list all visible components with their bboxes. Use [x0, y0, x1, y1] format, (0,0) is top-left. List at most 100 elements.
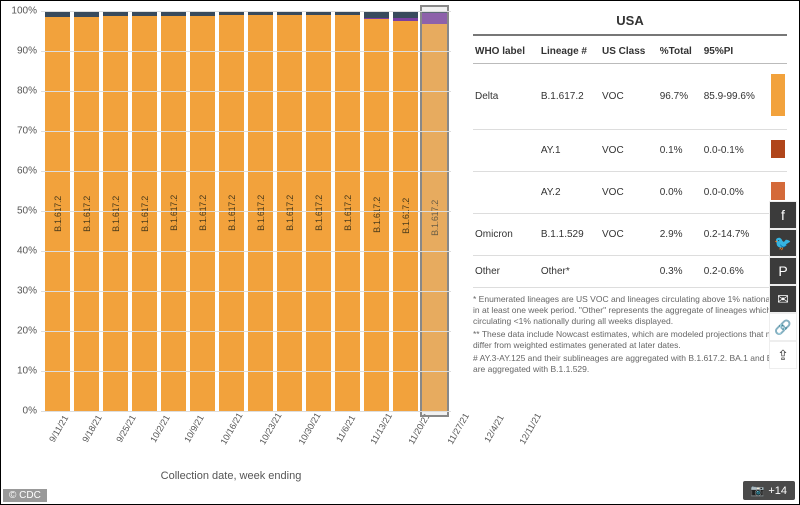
- x-tick-label: 11/6/21: [334, 413, 357, 443]
- bar-segment-omicron: [364, 18, 389, 19]
- table-row: AY.1VOC0.1%0.0-0.1%: [473, 130, 787, 172]
- footnote-3: # AY.3-AY.125 and their sublineages are …: [473, 353, 787, 375]
- y-tick-label: 30%: [5, 286, 41, 297]
- swatch-cell: [769, 130, 787, 172]
- bar-segment-omicron: [393, 18, 418, 21]
- table-cell: B.1.1.529: [539, 214, 600, 256]
- y-tick-label: 70%: [5, 126, 41, 137]
- table-cell: [600, 256, 658, 288]
- gridline: [41, 131, 451, 132]
- y-tick-label: 50%: [5, 206, 41, 217]
- table-cell: Omicron: [473, 214, 539, 256]
- y-tick-label: 90%: [5, 46, 41, 57]
- gridline: [41, 91, 451, 92]
- figure-frame: B.1.617.2 B.1.617.2 B.1.617.2 B.1.617.2 B.1.…: [0, 0, 800, 505]
- table-row: DeltaB.1.617.2VOC96.7%85.9-99.6%: [473, 64, 787, 130]
- pinterest-icon[interactable]: P: [769, 257, 797, 285]
- bar-inner-label: B.1.617.2: [198, 195, 208, 231]
- table-cell: VOC: [600, 64, 658, 130]
- table-cell: 2.9%: [658, 214, 702, 256]
- gridline: [41, 371, 451, 372]
- table-cell: 0.2-0.6%: [702, 256, 769, 288]
- bar-inner-label: B.1.617.2: [256, 195, 266, 231]
- table-col-header: US Class: [600, 40, 658, 64]
- bar-segment-delta: B.1.617.2: [74, 17, 99, 411]
- table-cell: VOC: [600, 214, 658, 256]
- x-tick-label: 10/23/21: [257, 411, 283, 446]
- color-swatch: [771, 74, 785, 116]
- bar-segment-delta: B.1.617.2: [277, 15, 302, 411]
- x-tick-label: 11/20/21: [407, 411, 433, 446]
- twitter-icon[interactable]: 🐦: [769, 229, 797, 257]
- x-axis-labels: 9/11/219/18/219/25/2110/2/2110/9/2110/16…: [41, 411, 451, 423]
- table-body: DeltaB.1.617.2VOC96.7%85.9-99.6%AY.1VOC0…: [473, 64, 787, 288]
- bar-segment-delta: B.1.617.2: [45, 17, 70, 411]
- bar-segment-delta: B.1.617.2: [161, 16, 186, 411]
- table-cell: VOC: [600, 172, 658, 214]
- y-tick-label: 60%: [5, 166, 41, 177]
- bar-inner-label: B.1.617.2: [82, 196, 92, 232]
- bar-inner-label: B.1.617.2: [285, 195, 295, 231]
- y-tick-label: 10%: [5, 366, 41, 377]
- table-cell: 0.2-14.7%: [702, 214, 769, 256]
- footnote-2: ** These data include Nowcast estimates,…: [473, 329, 787, 351]
- gridline: [41, 251, 451, 252]
- color-swatch: [771, 182, 785, 200]
- bar-segment-delta: B.1.617.2: [422, 24, 447, 411]
- picture-count-value: +14: [768, 485, 787, 497]
- table-col-header: Lineage #: [539, 40, 600, 64]
- bar-inner-label: B.1.617.2: [343, 195, 353, 231]
- x-tick-label: 11/13/21: [368, 411, 394, 446]
- gridline: [41, 211, 451, 212]
- footnotes: * Enumerated lineages are US VOC and lin…: [473, 288, 787, 375]
- table-cell: 85.9-99.6%: [702, 64, 769, 130]
- chart-panel: B.1.617.2 B.1.617.2 B.1.617.2 B.1.617.2 B.1.…: [1, 1, 461, 504]
- gridline: [41, 331, 451, 332]
- bar-inner-label: B.1.617.2: [111, 196, 121, 232]
- table-header-row: WHO labelLineage #US Class%Total95%PI: [473, 40, 787, 64]
- link-icon[interactable]: 🔗: [769, 313, 797, 341]
- bar-segment-other: [393, 11, 418, 18]
- table-cell: Other*: [539, 256, 600, 288]
- table-cell: 0.3%: [658, 256, 702, 288]
- table-row: OtherOther* 0.3%0.2-0.6%: [473, 256, 787, 288]
- y-tick-label: 20%: [5, 326, 41, 337]
- bar-segment-delta: B.1.617.2: [393, 21, 418, 411]
- x-tick-label: 10/30/21: [296, 411, 322, 446]
- swatch-cell: [769, 64, 787, 130]
- bar-inner-label: B.1.617.2: [140, 196, 150, 232]
- gridline: [41, 171, 451, 172]
- y-tick-label: 100%: [5, 6, 41, 17]
- bar-inner-label: B.1.617.2: [169, 195, 179, 231]
- table-col-header: %Total: [658, 40, 702, 64]
- x-tick-label: 9/11/21: [47, 413, 70, 443]
- share-toolbar: f🐦P✉🔗⇪: [769, 201, 797, 369]
- table-cell: [473, 172, 539, 214]
- x-tick-label: 9/18/21: [81, 413, 105, 444]
- table-col-header: 95%PI: [702, 40, 769, 64]
- bar-segment-delta: B.1.617.2: [364, 19, 389, 411]
- bar-inner-label: B.1.617.2: [430, 200, 440, 236]
- table-cell: 96.7%: [658, 64, 702, 130]
- source-badge: © CDC: [3, 489, 47, 502]
- bar-inner-label: B.1.617.2: [401, 198, 411, 234]
- table-cell: Other: [473, 256, 539, 288]
- share-icon[interactable]: ⇪: [769, 341, 797, 369]
- facebook-icon[interactable]: f: [769, 201, 797, 229]
- table-rule: [473, 34, 787, 36]
- table-col-header: WHO label: [473, 40, 539, 64]
- picture-count-badge[interactable]: 📷 +14: [743, 481, 795, 500]
- bar-inner-label: B.1.617.2: [372, 197, 382, 233]
- legend-table-panel: USA WHO labelLineage #US Class%Total95%P…: [461, 1, 799, 504]
- email-icon[interactable]: ✉: [769, 285, 797, 313]
- bar-inner-label: B.1.617.2: [53, 196, 63, 232]
- bar-segment-delta: B.1.617.2: [103, 16, 128, 411]
- table-cell: B.1.617.2: [539, 64, 600, 130]
- y-tick-label: 0%: [5, 406, 41, 417]
- table-title: USA: [473, 9, 787, 34]
- gridline: [41, 411, 451, 412]
- chart-area: B.1.617.2 B.1.617.2 B.1.617.2 B.1.617.2 B.1.…: [41, 11, 451, 411]
- x-axis-title: Collection date, week ending: [1, 470, 461, 482]
- table-cell: [473, 130, 539, 172]
- bar-segment-delta: B.1.617.2: [335, 15, 360, 411]
